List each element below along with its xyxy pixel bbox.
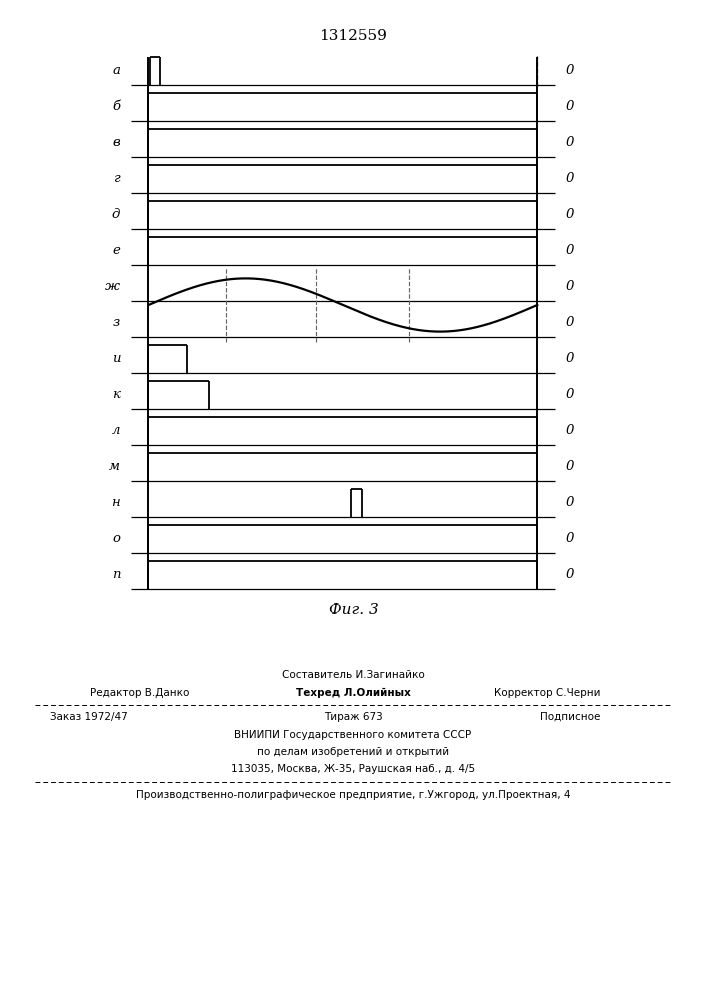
Text: Подписное: Подписное [539,712,600,722]
Text: д: д [112,209,120,222]
Text: 0: 0 [566,424,574,438]
Text: 0: 0 [566,280,574,294]
Text: Фиг. 3: Фиг. 3 [329,603,378,617]
Text: к: к [112,388,120,401]
Text: з: з [113,316,120,330]
Text: Составитель И.Загинайко: Составитель И.Загинайко [281,670,424,680]
Text: 0: 0 [566,136,574,149]
Text: 0: 0 [566,172,574,186]
Text: г: г [113,172,120,186]
Text: б: б [112,101,120,113]
Text: ж: ж [105,280,120,294]
Text: Корректор С.Черни: Корректор С.Черни [493,688,600,698]
Text: 0: 0 [566,316,574,330]
Text: 0: 0 [566,388,574,401]
Text: 1312559: 1312559 [320,29,387,43]
Text: 0: 0 [566,532,574,545]
Text: Тираж 673: Тираж 673 [324,712,382,722]
Text: Производственно-полиграфическое предприятие, г.Ужгород, ул.Проектная, 4: Производственно-полиграфическое предприя… [136,790,571,800]
Text: Техред Л.Олийных: Техред Л.Олийных [296,688,411,698]
Text: л: л [112,424,120,438]
Text: а: а [112,64,120,78]
Text: 0: 0 [566,64,574,78]
Text: 113035, Москва, Ж-35, Раушская наб., д. 4/5: 113035, Москва, Ж-35, Раушская наб., д. … [231,764,475,774]
Text: ВНИИПИ Государственного комитета СССР: ВНИИПИ Государственного комитета СССР [235,730,472,740]
Text: 0: 0 [566,244,574,257]
Text: м: м [109,460,120,474]
Text: 0: 0 [566,460,574,474]
Text: по делам изобретений и открытий: по делам изобретений и открытий [257,747,449,757]
Text: и: и [112,353,120,365]
Text: 0: 0 [566,353,574,365]
Text: в: в [112,136,120,149]
Text: Редактор В.Данко: Редактор В.Данко [90,688,189,698]
Text: п: п [112,568,120,581]
Text: о: о [112,532,120,545]
Text: 0: 0 [566,568,574,581]
Text: е: е [112,244,120,257]
Text: 0: 0 [566,101,574,113]
Text: 0: 0 [566,209,574,222]
Text: 0: 0 [566,496,574,509]
Text: Заказ 1972/47: Заказ 1972/47 [50,712,128,722]
Text: н: н [112,496,120,509]
